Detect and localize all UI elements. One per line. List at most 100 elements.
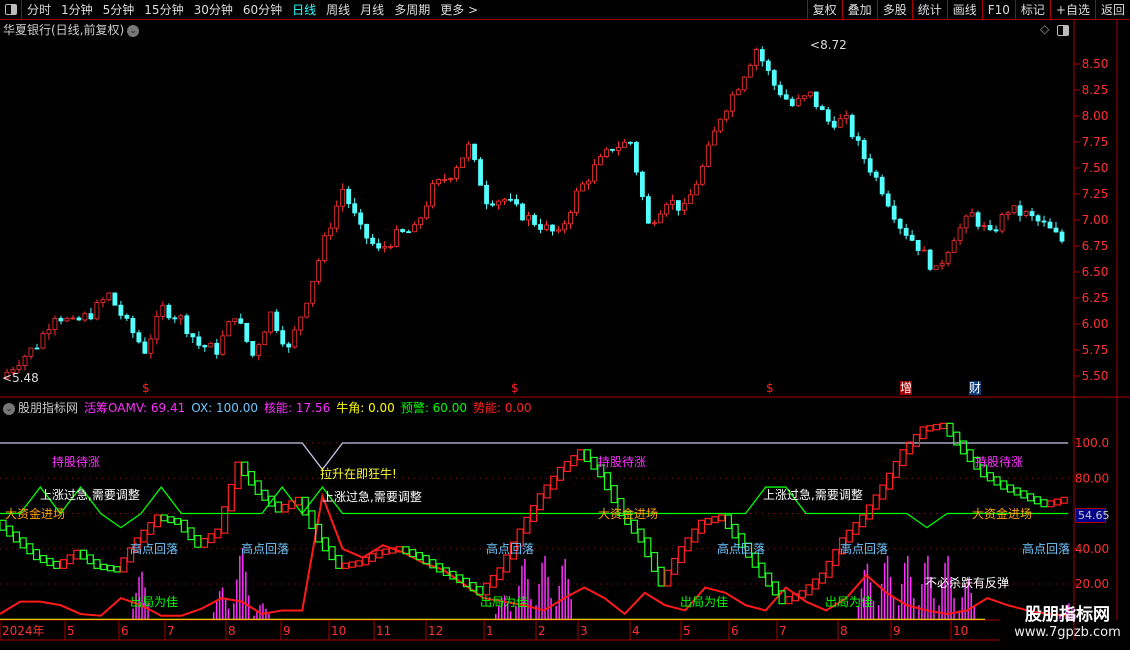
candle-body: [52, 317, 58, 331]
candle-body: [262, 331, 268, 346]
candle-body: [160, 304, 166, 317]
candle-body: [1041, 220, 1047, 223]
toolbar-button[interactable]: +自选: [1049, 0, 1095, 20]
candle-body: [388, 245, 394, 248]
oamv-box: [919, 426, 927, 440]
candle-body: [442, 179, 447, 181]
event-marker[interactable]: $: [142, 381, 150, 395]
candle-body: [124, 314, 130, 319]
diamond-icon[interactable]: ◇: [1040, 22, 1050, 36]
candle-body: [544, 224, 549, 230]
candle-body: [669, 200, 675, 205]
period-tab[interactable]: 1分钟: [61, 3, 93, 17]
toolbar-button[interactable]: 画线: [946, 0, 982, 20]
toolbar-button[interactable]: F10: [981, 0, 1015, 20]
candle-body: [112, 292, 118, 306]
candle-body: [352, 203, 358, 214]
oamv-box: [825, 560, 833, 578]
period-tab[interactable]: 30分钟: [193, 3, 233, 17]
oamv-box: [456, 574, 464, 584]
toolbar-button[interactable]: 叠加: [841, 0, 877, 20]
signal-label-capital: 大资金进场: [972, 507, 1033, 521]
oamv-box: [483, 582, 491, 596]
event-marker[interactable]: 增: [900, 381, 913, 395]
oamv-box: [429, 559, 437, 569]
toolbar-button[interactable]: 多股: [876, 0, 912, 20]
oamv-box: [442, 567, 450, 577]
indicator-value: 势能: 0.00: [473, 401, 532, 415]
oamv-box: [221, 506, 229, 534]
candle-body: [448, 177, 453, 180]
period-tab[interactable]: 周线: [326, 3, 351, 17]
oamv-box: [966, 449, 974, 463]
high-value: 8.72: [820, 38, 847, 52]
period-tab[interactable]: 分时: [27, 3, 52, 17]
oamv-box: [697, 519, 706, 534]
oamv-box: [704, 517, 712, 525]
oamv-box: [180, 519, 188, 533]
toolbar-button[interactable]: 返回: [1094, 0, 1130, 20]
candle-body: [472, 143, 477, 160]
oamv-box: [328, 546, 336, 561]
candle-body: [735, 89, 741, 96]
period-tab[interactable]: 5分钟: [102, 3, 135, 17]
oamv-box: [892, 460, 900, 478]
candle-body: [214, 342, 220, 355]
period-tab[interactable]: 60分钟: [242, 3, 283, 17]
candle-body: [310, 280, 316, 304]
candle-body: [280, 330, 286, 345]
layout-toggle-button[interactable]: [0, 0, 22, 20]
stock-title[interactable]: 华夏银行(日线,前复权) ⌄: [3, 21, 140, 38]
oamv-box: [261, 489, 269, 501]
oamv-box: [395, 546, 403, 553]
period-tab[interactable]: 月线: [360, 3, 385, 17]
candle-body: [286, 343, 292, 348]
candle-body: [100, 299, 106, 303]
oamv-box: [771, 581, 780, 596]
oamv-box: [798, 590, 806, 599]
candle-body: [322, 235, 328, 262]
oamv-box: [684, 537, 692, 552]
event-marker[interactable]: 财: [969, 381, 982, 395]
candle-body: [819, 106, 825, 111]
oamv-box: [979, 464, 988, 478]
oamv-box: [241, 461, 249, 477]
period-tab[interactable]: 15分钟: [144, 3, 184, 17]
oamv-box: [73, 549, 81, 560]
event-marker[interactable]: $: [511, 381, 519, 395]
period-tab[interactable]: 日线: [292, 3, 317, 17]
date-label: 3: [580, 624, 588, 638]
event-marker[interactable]: $: [766, 381, 774, 395]
oamv-box: [254, 480, 262, 495]
indicator-name[interactable]: 股朋指标网: [18, 401, 79, 415]
candle-body: [76, 317, 82, 321]
warn-line: [0, 485, 1068, 529]
toolbar-button[interactable]: 复权: [806, 0, 842, 20]
chevron-down-icon[interactable]: ⌄: [127, 24, 140, 37]
price-tick-label: 7.00: [1082, 213, 1109, 227]
toolbar-button[interactable]: 标记: [1014, 0, 1050, 20]
candle-body: [346, 188, 352, 205]
oamv-box: [556, 466, 565, 481]
period-tab[interactable]: 更多 >: [440, 3, 479, 17]
candle-body: [574, 190, 579, 213]
oamv-box: [46, 557, 54, 567]
oamv-box: [435, 563, 444, 573]
candle-body: [945, 252, 951, 264]
layout-icon[interactable]: [1057, 25, 1069, 36]
period-tab[interactable]: 多周期: [394, 3, 431, 17]
candle-body: [460, 157, 465, 169]
indicator-value: OX: 100.00: [191, 401, 259, 415]
candle-body: [921, 249, 927, 252]
oamv-box: [301, 496, 309, 516]
candle-body: [136, 332, 142, 343]
candle-body: [622, 141, 627, 148]
oamv-box: [32, 549, 41, 561]
candle-body: [370, 237, 376, 244]
signal-label-exit: 出局为佳: [130, 595, 179, 609]
signal-label-hold: 持股待涨: [975, 455, 1024, 469]
oamv-box: [791, 593, 800, 602]
chevron-down-icon[interactable]: ⌄: [3, 402, 15, 415]
toolbar-button[interactable]: 统计: [911, 0, 947, 20]
